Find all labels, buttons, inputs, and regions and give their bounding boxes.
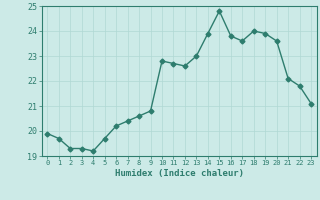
X-axis label: Humidex (Indice chaleur): Humidex (Indice chaleur) <box>115 169 244 178</box>
